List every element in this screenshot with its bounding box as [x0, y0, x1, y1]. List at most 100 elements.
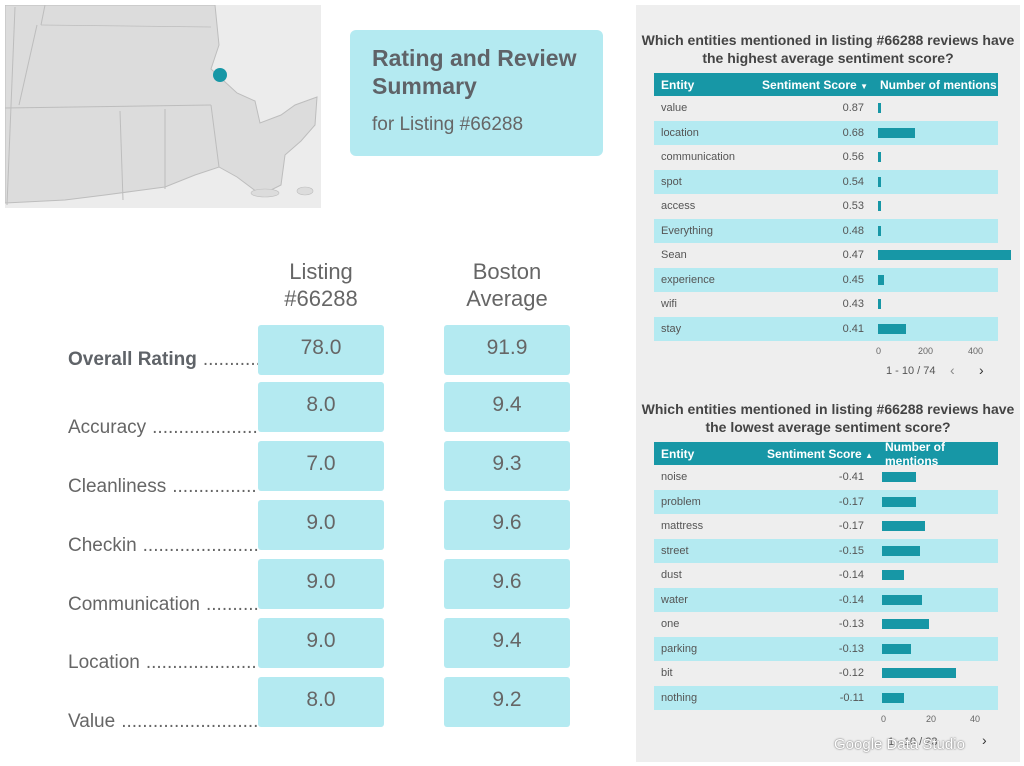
- entity-cell: wifi: [661, 298, 677, 311]
- table-row[interactable]: dust -0.14: [654, 563, 998, 588]
- listing-column-header: Listing #66288: [284, 259, 358, 311]
- top-table-title: Which entities mentioned in listing #662…: [641, 32, 1015, 66]
- table-row[interactable]: communication 0.56: [654, 145, 998, 170]
- axis-tick: 20: [926, 714, 937, 724]
- score-cell: -0.14: [838, 569, 864, 582]
- table-row[interactable]: noise -0.41: [654, 465, 998, 490]
- table-row[interactable]: nothing -0.11: [654, 685, 998, 711]
- table-row[interactable]: parking -0.13: [654, 636, 998, 661]
- entity-cell: stay: [661, 322, 682, 335]
- leader-dots: ........................................…: [172, 476, 258, 497]
- leader-dots: ........................................…: [152, 417, 258, 438]
- summary-title: Rating and Review Summary: [372, 45, 577, 99]
- mentions-cell: [874, 219, 998, 244]
- table-header: Entity Sentiment Score ▲ Number of menti…: [654, 439, 998, 468]
- mentions-column-header[interactable]: Number of mentions: [885, 439, 945, 468]
- score-cell: 0.87: [842, 102, 864, 115]
- bottom-pager: 1 - 10 / 23: [888, 736, 938, 748]
- mentions-cell: [874, 686, 998, 711]
- table-row[interactable]: spot 0.54: [654, 169, 998, 195]
- table-row[interactable]: access 0.53: [654, 194, 998, 219]
- entity-sentiment-panel: Which entities mentioned in listing #662…: [636, 5, 1020, 762]
- table-row[interactable]: experience 0.45: [654, 267, 998, 293]
- mentions-cell: [874, 317, 998, 342]
- entity-cell: problem: [661, 495, 701, 508]
- next-page-icon[interactable]: ›: [979, 362, 984, 378]
- mentions-bar: [882, 619, 929, 629]
- listing-marker-icon[interactable]: [213, 68, 227, 82]
- score-cell: 0.48: [842, 224, 864, 237]
- axis-tick: 200: [918, 346, 934, 356]
- score-cell: -0.12: [838, 667, 864, 680]
- mentions-cell: [874, 121, 998, 146]
- axis-tick: 0: [881, 714, 887, 724]
- score-cell: 0.45: [842, 273, 864, 286]
- leader-dots: ........................................…: [142, 535, 258, 556]
- entity-cell: access: [661, 200, 696, 213]
- table-row[interactable]: street -0.15: [654, 538, 998, 564]
- listing-value: 78.0: [258, 325, 384, 375]
- mentions-bar: [878, 127, 915, 138]
- rating-label: Overall Rating..........................…: [68, 349, 258, 371]
- listing-value: 8.0: [258, 677, 384, 727]
- entity-cell: Everything: [661, 224, 713, 237]
- entity-cell: experience: [661, 273, 715, 286]
- boston-value: 9.2: [444, 677, 570, 727]
- entity-cell: street: [661, 544, 689, 557]
- mentions-cell: [874, 661, 998, 686]
- rating-label: Accuracy................................…: [68, 417, 258, 439]
- leader-dots: ........................................…: [206, 594, 258, 615]
- entity-cell: water: [661, 593, 688, 606]
- mentions-cell: [874, 539, 998, 564]
- rating-label-text: Location: [68, 652, 146, 673]
- axis-tick: 400: [968, 346, 984, 356]
- mentions-cell: [874, 170, 998, 195]
- next-page-icon[interactable]: ›: [982, 732, 987, 748]
- mentions-bar: [878, 176, 881, 187]
- score-cell: 0.54: [842, 175, 864, 188]
- table-row[interactable]: problem -0.17: [654, 489, 998, 514]
- mentions-bar: [882, 668, 956, 678]
- table-row[interactable]: Sean 0.47: [654, 243, 1011, 268]
- table-row[interactable]: water -0.14: [654, 587, 998, 612]
- mentions-cell: [874, 292, 998, 317]
- boston-value: 9.3: [444, 441, 570, 491]
- mentions-cell: [874, 563, 998, 588]
- table-row[interactable]: bit -0.12: [654, 661, 998, 686]
- entity-column-header[interactable]: Entity: [661, 77, 695, 92]
- mentions-bar: [878, 152, 881, 162]
- score-column-header[interactable]: Sentiment Score ▼: [754, 78, 874, 92]
- mentions-bar: [882, 472, 916, 482]
- mentions-bar: [878, 274, 884, 285]
- score-cell: -0.14: [838, 593, 864, 606]
- table-row[interactable]: mattress -0.17: [654, 514, 998, 539]
- mentions-bar: [878, 103, 881, 113]
- score-column-header[interactable]: Sentiment Score ▲: [754, 447, 879, 461]
- table-row[interactable]: stay 0.41: [654, 316, 998, 342]
- entity-column-header[interactable]: Entity: [661, 446, 695, 461]
- table-row[interactable]: wifi 0.43: [654, 292, 998, 317]
- entity-cell: value: [661, 102, 688, 115]
- axis-tick: 0: [876, 346, 882, 356]
- prev-page-icon[interactable]: ‹: [950, 362, 955, 378]
- location-map[interactable]: [5, 5, 321, 208]
- mentions-column-header[interactable]: Number of mentions: [880, 77, 997, 92]
- mentions-bar: [878, 299, 881, 309]
- mentions-cell: [874, 268, 998, 293]
- table-row[interactable]: value 0.87: [654, 96, 998, 121]
- mentions-cell: [874, 145, 998, 170]
- score-header-label: Sentiment Score: [762, 77, 857, 92]
- mentions-cell: [874, 514, 998, 539]
- rating-label-text: Communication: [68, 594, 206, 615]
- table-row[interactable]: one -0.13: [654, 612, 998, 637]
- table-row[interactable]: location 0.68: [654, 120, 998, 146]
- entity-cell: bit: [661, 667, 673, 680]
- table-row[interactable]: Everything 0.48: [654, 218, 998, 244]
- leader-dots: ........................................…: [202, 349, 258, 370]
- google-data-studio-logo: Google Data Studio: [834, 736, 965, 753]
- boston-value: 9.6: [444, 559, 570, 609]
- listing-value: 9.0: [258, 618, 384, 668]
- score-cell: 0.41: [842, 322, 864, 335]
- boston-value: 91.9: [444, 325, 570, 375]
- score-cell: -0.15: [838, 544, 864, 557]
